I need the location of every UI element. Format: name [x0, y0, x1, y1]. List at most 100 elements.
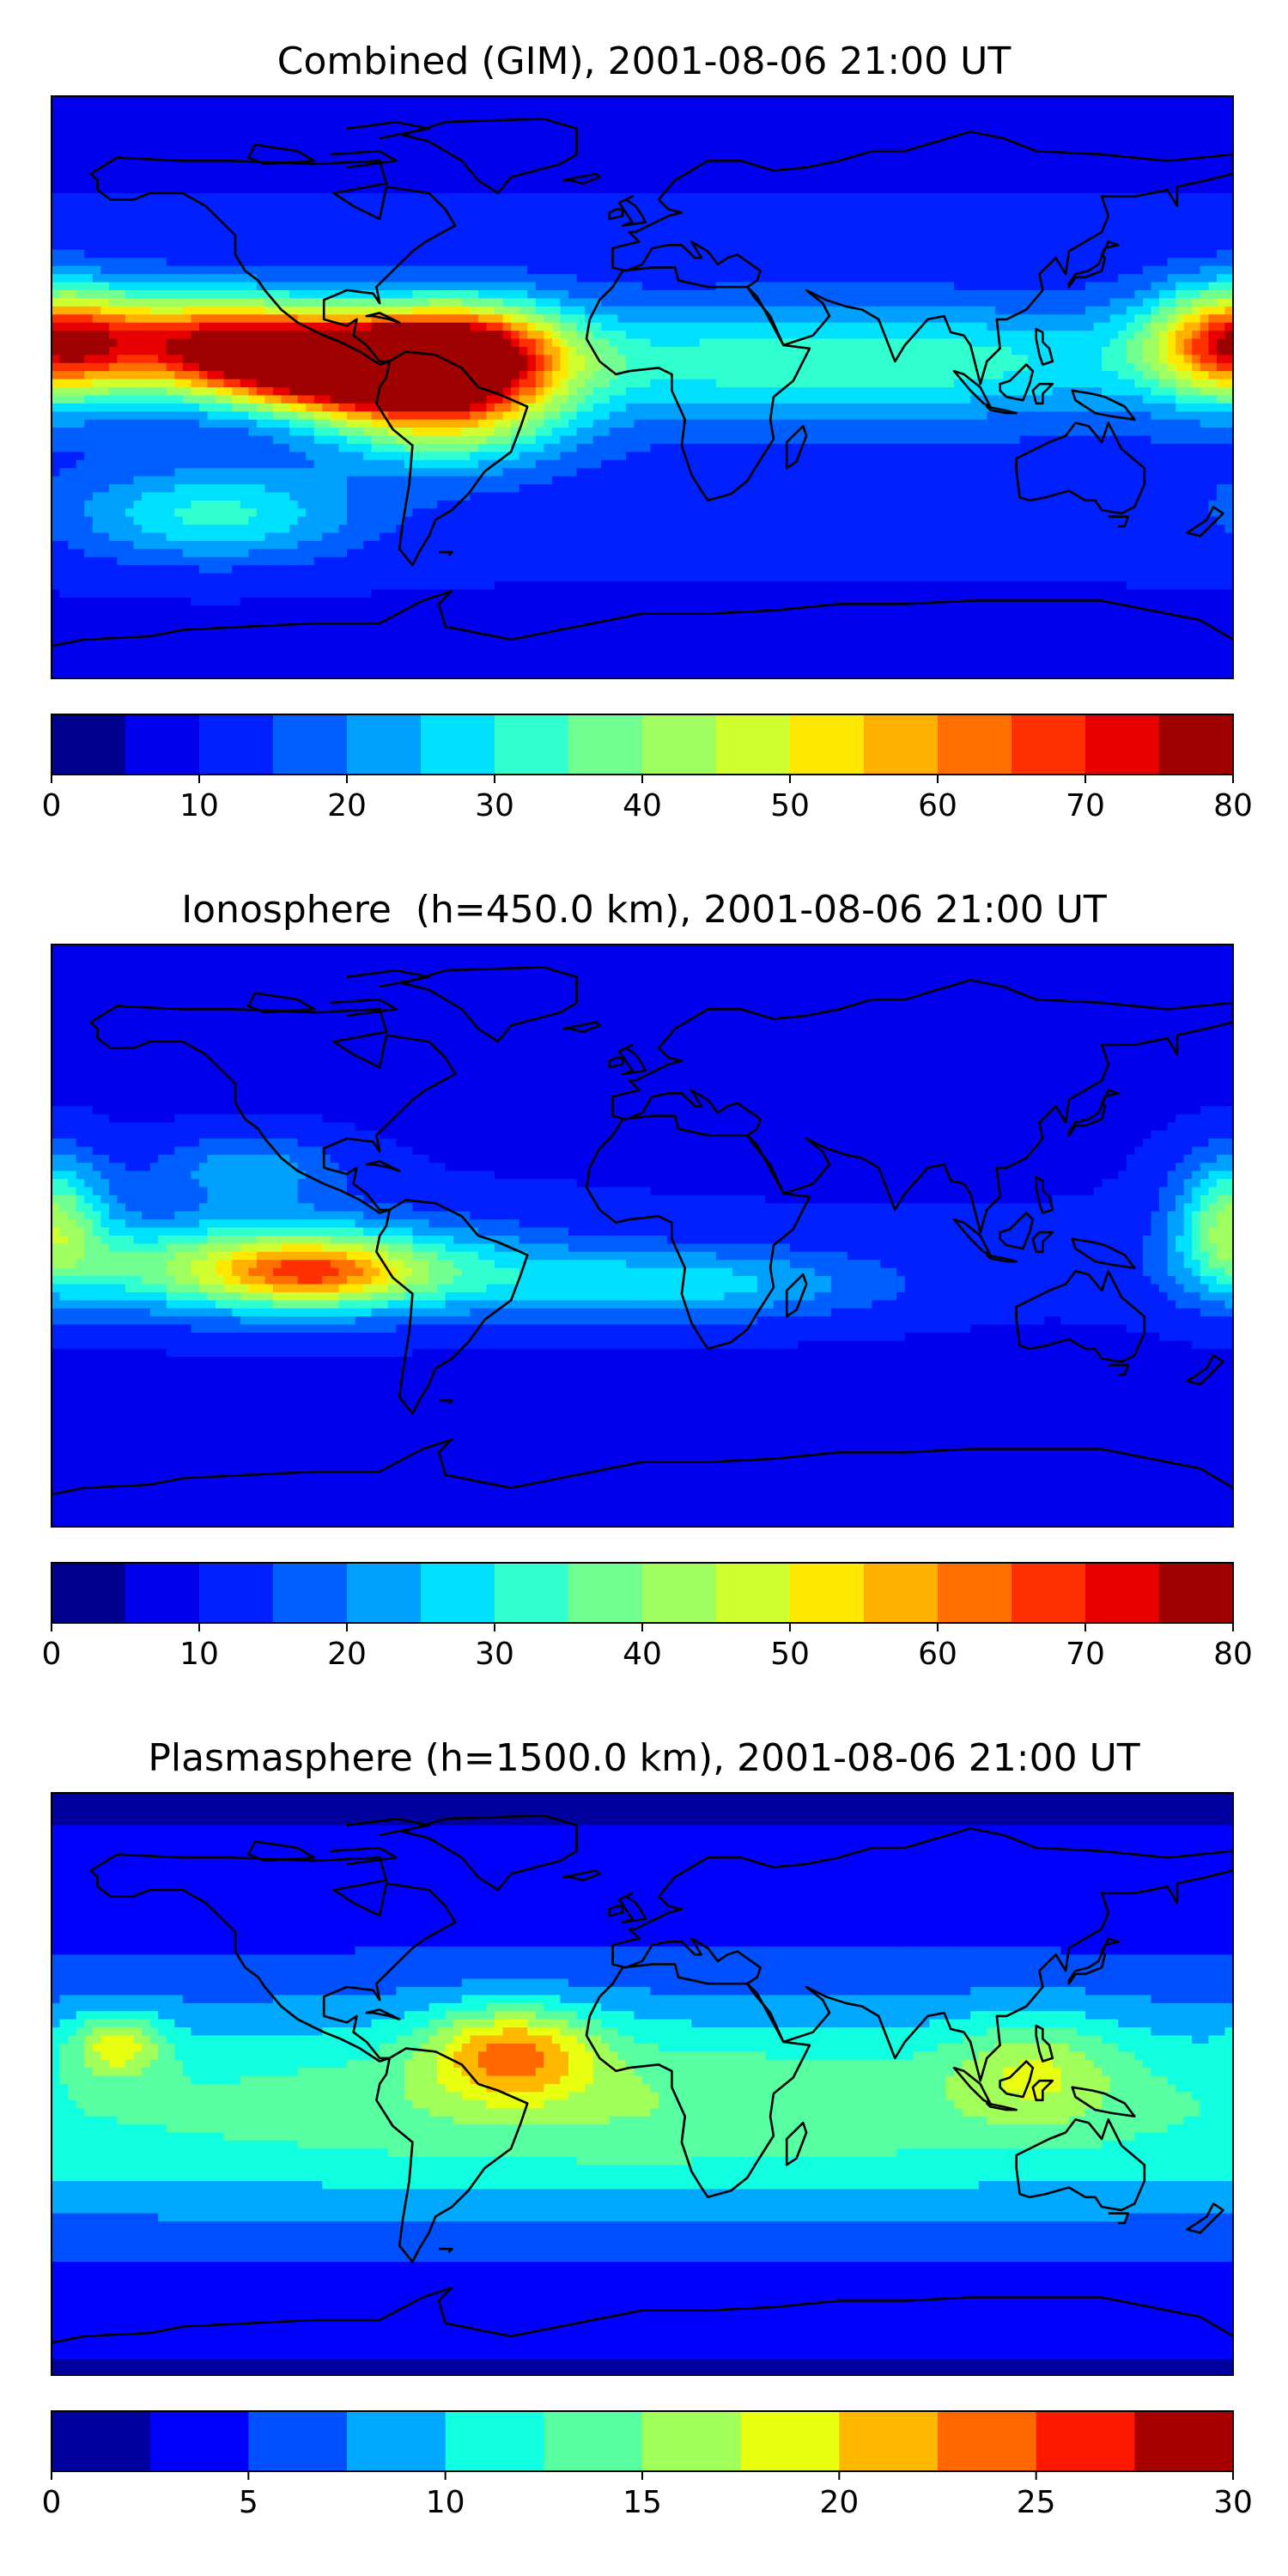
field-cell — [437, 314, 447, 324]
field-cell — [495, 137, 504, 146]
field-cell — [1134, 249, 1144, 258]
field-cell — [1200, 298, 1209, 307]
field-cell — [666, 225, 676, 234]
field-cell — [1093, 193, 1103, 203]
field-cell — [920, 177, 931, 186]
field-cell — [970, 209, 980, 218]
field-cell — [84, 128, 94, 137]
field-cell — [814, 331, 823, 340]
field-cell — [133, 290, 143, 300]
field-cell — [987, 161, 996, 170]
field-cell — [1126, 104, 1135, 113]
field-cell — [954, 249, 963, 258]
field-cell — [544, 355, 553, 364]
field-cell — [609, 177, 618, 186]
field-cell — [1192, 144, 1201, 154]
field-cell — [806, 152, 816, 161]
field-cell — [502, 331, 512, 340]
field-cell — [191, 112, 200, 121]
field-cell — [585, 258, 594, 267]
field-cell — [617, 112, 627, 121]
field-cell — [1068, 137, 1078, 146]
field-cell — [978, 96, 987, 106]
field-cell — [338, 306, 348, 315]
field-cell — [888, 346, 897, 355]
field-cell — [502, 193, 512, 203]
field-cell — [322, 120, 331, 130]
field-cell — [256, 234, 266, 243]
field-cell — [174, 225, 184, 234]
field-cell — [1118, 314, 1127, 324]
field-cell — [76, 249, 85, 258]
field-cell — [92, 209, 101, 218]
field-cell — [659, 265, 668, 275]
field-cell — [773, 120, 783, 130]
field-cell — [773, 298, 783, 307]
field-cell — [1012, 225, 1021, 234]
field-cell — [1019, 282, 1029, 291]
field-cell — [740, 209, 750, 218]
field-cell — [970, 265, 980, 275]
field-cell — [1208, 331, 1218, 340]
field-cell — [477, 258, 488, 267]
field-cell — [1012, 306, 1021, 315]
field-cell — [962, 290, 971, 300]
field-cell — [347, 137, 356, 146]
field-cell — [650, 137, 659, 146]
field-cell — [756, 96, 766, 106]
field-cell — [765, 137, 775, 146]
field-cell — [544, 177, 553, 186]
field-cell — [568, 137, 578, 146]
field-cell — [920, 274, 931, 283]
field-cell — [502, 282, 512, 291]
field-cell — [691, 234, 701, 243]
field-cell — [1019, 225, 1029, 234]
field-cell — [199, 241, 209, 251]
field-cell — [355, 362, 364, 372]
field-cell — [1134, 120, 1144, 130]
field-cell — [1200, 331, 1209, 340]
field-cell — [313, 128, 323, 137]
field-cell — [527, 371, 537, 380]
field-cell — [404, 152, 414, 161]
field-cell — [306, 209, 315, 218]
field-cell — [1134, 128, 1144, 137]
field-cell — [445, 201, 454, 210]
field-cell — [1109, 362, 1119, 372]
field-cell — [585, 290, 594, 300]
field-cell — [347, 346, 356, 355]
field-cell — [872, 120, 881, 130]
field-cell — [1052, 331, 1061, 340]
field-cell — [273, 104, 283, 113]
field-cell — [830, 241, 840, 251]
field-cell — [511, 241, 520, 251]
field-cell — [281, 241, 290, 251]
field-cell — [544, 217, 553, 227]
field-cell — [1200, 128, 1209, 137]
field-cell — [1208, 209, 1218, 218]
field-cell — [306, 168, 315, 178]
field-cell — [1019, 331, 1029, 340]
field-cell — [142, 258, 151, 267]
field-cell — [1224, 137, 1233, 146]
field-cell — [544, 168, 553, 178]
field-cell — [248, 185, 258, 194]
field-cell — [790, 249, 799, 258]
field-cell — [773, 193, 783, 203]
field-cell — [823, 144, 832, 154]
field-cell — [216, 346, 225, 355]
field-cell — [1044, 298, 1054, 307]
field-cell — [625, 185, 635, 194]
field-cell — [248, 355, 258, 364]
field-cell — [592, 314, 602, 324]
field-cell — [716, 362, 726, 372]
field-cell — [962, 137, 971, 146]
field-cell — [576, 234, 586, 243]
field-cell — [913, 274, 922, 283]
field-cell — [781, 371, 791, 380]
field-cell — [1044, 306, 1054, 315]
field-cell — [166, 355, 175, 364]
field-cell — [330, 137, 340, 146]
field-cell — [781, 306, 791, 315]
field-cell — [1216, 161, 1226, 170]
